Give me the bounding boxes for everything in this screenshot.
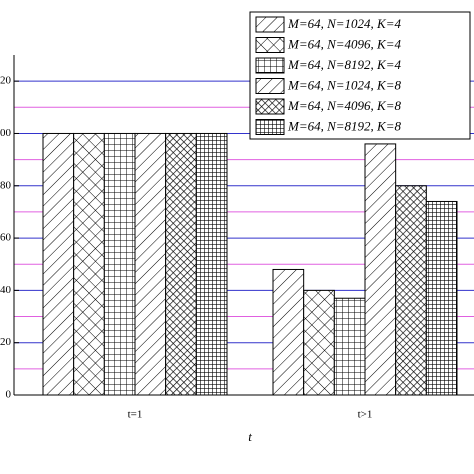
bar: [395, 185, 427, 396]
legend: M=64, N=1024, K=4 M=64, N=4096, K=4 M=64, …: [249, 11, 471, 140]
legend-label: M=64, N=8192, K=4: [287, 57, 401, 72]
bar: [333, 297, 366, 396]
bar: [303, 289, 335, 396]
legend-swatch: [255, 37, 285, 53]
y-tick-label: 0: [6, 389, 12, 401]
legend-box: [249, 11, 471, 140]
legend-swatch: [255, 119, 285, 135]
y-tick-label: 60: [0, 232, 12, 244]
bar: [103, 132, 136, 396]
legend-label: M=64, N=8192, K=8: [287, 118, 401, 133]
y-tick-label: 20: [0, 75, 12, 87]
y-tick-label: 40: [0, 284, 12, 296]
legend-swatch: [255, 98, 285, 115]
y-tick-label: 20: [0, 336, 12, 348]
bar: [425, 200, 458, 396]
y-tick-label: 80: [0, 179, 12, 191]
legend-label: M=64, N=1024, K=4: [287, 16, 401, 31]
legend-label: M=64, N=4096, K=4: [287, 36, 401, 51]
legend-swatch: [255, 16, 285, 33]
bar: [73, 132, 105, 396]
x-tick-label: t=1: [128, 409, 143, 421]
bar: [195, 132, 228, 396]
bar: [364, 143, 397, 396]
legend-swatch: [255, 57, 285, 74]
x-tick-label: t>1: [358, 409, 373, 421]
legend-label: M=64, N=1024, K=8: [287, 77, 401, 92]
y-tick-label: 00: [0, 127, 12, 139]
bar: [42, 132, 75, 396]
bar: [165, 132, 197, 396]
legend-swatch: [255, 78, 285, 94]
x-axis-label: t: [248, 429, 252, 444]
legend-label: M=64, N=4096, K=8: [287, 98, 401, 113]
bar: [134, 132, 167, 396]
bar: [272, 268, 305, 396]
